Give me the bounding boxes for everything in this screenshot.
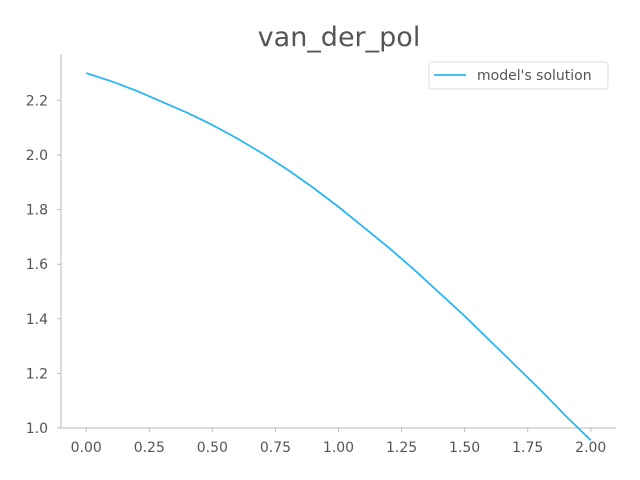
x-tick-label: 2.00 xyxy=(575,440,606,456)
y-tick-label: 2.2 xyxy=(26,93,48,109)
x-tick-label: 1.00 xyxy=(323,440,354,456)
y-tick-label: 1.6 xyxy=(26,257,48,273)
legend-box xyxy=(428,61,609,90)
x-tick-label: 0.50 xyxy=(197,440,228,456)
y-axis-ticks: 1.0 1.2 1.4 1.6 1.8 2.0 2.2 xyxy=(26,93,61,437)
y-tick-label: 2.0 xyxy=(26,148,48,164)
chart-title: van_der_pol xyxy=(258,22,421,53)
legend: model's solution xyxy=(428,61,609,90)
series-layer xyxy=(85,72,592,441)
y-tick-label: 1.8 xyxy=(26,203,48,219)
x-tick-label: 0.25 xyxy=(134,440,165,456)
x-tick-label: 0.00 xyxy=(71,440,102,456)
series-line-0 xyxy=(85,72,592,441)
x-tick-label: 1.50 xyxy=(449,440,480,456)
x-tick-label: 1.75 xyxy=(512,440,543,456)
x-axis-ticks: 0.00 0.25 0.50 0.75 1.00 1.25 1.50 1.75 2.00 xyxy=(71,428,606,456)
y-tick-label: 1.4 xyxy=(26,312,48,328)
axes xyxy=(60,54,616,429)
x-tick-label: 0.75 xyxy=(260,440,291,456)
legend-label: model's solution xyxy=(477,68,592,84)
y-tick-label: 1.2 xyxy=(26,366,48,382)
y-tick-label: 1.0 xyxy=(26,421,48,437)
x-tick-label: 1.25 xyxy=(386,440,417,456)
